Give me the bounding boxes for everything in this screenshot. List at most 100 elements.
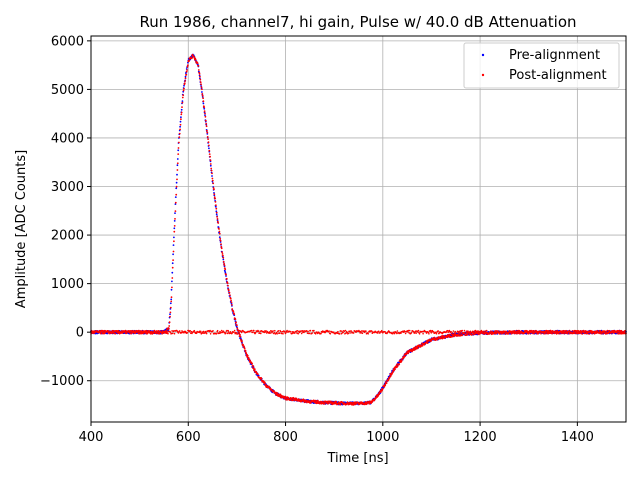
data-point bbox=[178, 141, 180, 144]
data-point bbox=[324, 331, 327, 333]
data-point bbox=[396, 332, 398, 335]
data-point bbox=[253, 329, 255, 332]
data-point bbox=[407, 331, 409, 333]
data-point bbox=[392, 371, 394, 373]
data-point bbox=[341, 330, 343, 333]
y-axis-label: Amplitude [ADC Counts] bbox=[14, 150, 29, 308]
data-point bbox=[416, 347, 419, 350]
data-point bbox=[380, 391, 382, 393]
data-point bbox=[222, 260, 225, 263]
data-point bbox=[209, 333, 212, 335]
data-point bbox=[407, 329, 410, 332]
data-point bbox=[448, 329, 451, 332]
data-point bbox=[361, 330, 363, 332]
data-point bbox=[485, 329, 488, 332]
legend-label-post: Post-alignment bbox=[509, 68, 607, 83]
data-point bbox=[257, 373, 259, 376]
data-point bbox=[427, 331, 430, 334]
data-point bbox=[225, 277, 228, 280]
data-point bbox=[345, 332, 347, 335]
data-point bbox=[300, 330, 302, 332]
data-point bbox=[336, 332, 339, 335]
data-point bbox=[222, 258, 225, 261]
x-axis-ticks: 400 600 800 1000 1200 1400 bbox=[79, 422, 594, 445]
data-point bbox=[242, 343, 245, 346]
data-point bbox=[172, 244, 175, 247]
data-point bbox=[169, 302, 172, 305]
data-point bbox=[276, 392, 279, 394]
data-point bbox=[186, 69, 189, 71]
data-point bbox=[180, 111, 183, 114]
data-point bbox=[461, 334, 464, 337]
data-point bbox=[222, 254, 224, 257]
data-point bbox=[495, 330, 497, 333]
data-point bbox=[202, 102, 205, 105]
data-point bbox=[218, 230, 221, 233]
data-point bbox=[215, 206, 217, 208]
data-point bbox=[230, 299, 233, 302]
data-point bbox=[233, 331, 235, 334]
data-point bbox=[175, 185, 178, 188]
data-point bbox=[566, 332, 569, 334]
data-point bbox=[201, 93, 204, 95]
y-tick-label: 0 bbox=[76, 326, 84, 341]
data-point bbox=[198, 330, 201, 333]
data-point bbox=[171, 286, 173, 289]
data-point bbox=[208, 144, 210, 147]
data-point bbox=[435, 331, 437, 334]
data-point bbox=[279, 330, 282, 333]
data-point bbox=[365, 330, 367, 332]
data-point bbox=[210, 169, 213, 172]
data-point bbox=[461, 329, 464, 332]
data-point bbox=[430, 332, 433, 334]
data-point bbox=[125, 332, 128, 335]
data-point bbox=[425, 332, 428, 334]
y-tick-label: 4000 bbox=[51, 131, 84, 146]
data-point bbox=[281, 332, 283, 335]
y-tick-label: −1000 bbox=[40, 374, 84, 389]
data-point bbox=[417, 331, 419, 333]
data-point bbox=[180, 118, 182, 121]
data-point bbox=[212, 182, 215, 185]
data-point bbox=[199, 81, 202, 84]
data-point bbox=[311, 332, 314, 334]
data-point bbox=[177, 149, 180, 152]
data-point bbox=[211, 172, 213, 175]
data-point bbox=[232, 310, 235, 313]
x-tick-label: 400 bbox=[79, 430, 104, 445]
data-point bbox=[446, 329, 449, 332]
data-point bbox=[367, 333, 370, 335]
data-point bbox=[307, 330, 309, 333]
data-point bbox=[170, 296, 173, 299]
data-point bbox=[206, 131, 209, 134]
data-point bbox=[308, 332, 311, 335]
data-point bbox=[463, 329, 466, 332]
data-point bbox=[190, 330, 193, 333]
data-point bbox=[435, 332, 438, 335]
data-point bbox=[180, 116, 182, 119]
data-point bbox=[265, 330, 267, 332]
data-point bbox=[347, 332, 350, 335]
data-point bbox=[216, 218, 219, 220]
data-point bbox=[264, 381, 266, 384]
data-point bbox=[209, 159, 212, 162]
data-point bbox=[168, 321, 171, 324]
data-point bbox=[221, 251, 224, 254]
data-point bbox=[204, 112, 206, 115]
y-tick-label: 5000 bbox=[51, 83, 84, 98]
data-point bbox=[178, 132, 181, 135]
data-point bbox=[277, 330, 280, 332]
data-point bbox=[316, 399, 319, 402]
data-point bbox=[177, 332, 180, 334]
data-point bbox=[393, 332, 396, 335]
data-point bbox=[179, 125, 182, 128]
data-point bbox=[179, 123, 182, 126]
data-point bbox=[203, 106, 206, 109]
data-point bbox=[292, 332, 294, 334]
data-point bbox=[226, 332, 229, 335]
data-point bbox=[249, 359, 252, 362]
data-point bbox=[218, 236, 221, 239]
data-point bbox=[202, 100, 205, 103]
data-point bbox=[371, 332, 374, 335]
data-point bbox=[309, 329, 312, 332]
